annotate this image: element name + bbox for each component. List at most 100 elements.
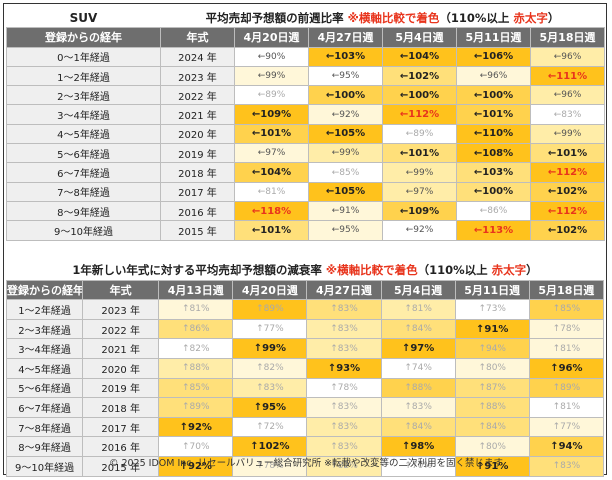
table-row: 2～3年経過 2022 年 ←89% ←100% ←100% ←100% ←96% [6,85,606,106]
model-year: 2015 年 [82,455,160,477]
value-cell: ↑78% [528,318,605,340]
model-year: 2022 年 [160,85,235,106]
model-year: 2021 年 [160,104,235,125]
value-cell: ↑83% [306,318,382,340]
value-cell: ↑80% [454,357,530,379]
table-row: 3～4年経過 2021 年 ↑82% ↑99% ↑83% ↑97% ↑94% ↑81% [5,338,605,359]
value-cell: ←105% [308,123,383,145]
table-row: 8～9年経過 2016 年 ←118% ←91% ←109% ←86% ←112% [6,200,606,222]
table-row: 1～2年経過 2023 年 ↑81% ↑89% ↑83% ↑81% ↑73% ↑85% [5,299,605,320]
model-year: 2020 年 [82,357,160,379]
age-label: 3～4年経過 [5,338,84,359]
column-header: 4月20日週 [232,279,308,301]
age-label: 9～10年経過 [6,220,161,241]
value-cell: ↑97% [380,338,456,359]
column-header: 4月20日週 [234,27,309,48]
copyright-footer: © 2025 IDOM Inc. リセールバリュー総合研究所 ※転載や改変等の二… [108,458,504,469]
value-cell: ↑83% [380,397,456,418]
column-header: 4月13日週 [158,279,234,301]
age-label: 5～6年経過 [6,143,161,164]
model-year: 2017 年 [160,181,235,202]
value-cell: ↑73% [454,299,530,320]
model-year: 2017 年 [82,416,160,438]
section2-header-row: 登録からの経年 年式 4月13日週 4月20日週 4月27日週 5月4日週 5月11日週 5月… [5,279,605,301]
value-cell: ↑83% [306,299,382,320]
value-cell: ←81% [234,181,309,202]
section1-caption: 平均売却予想額の前週比率 ※横軸比較で着色（110%以上 赤太字） [205,11,560,26]
age-label: 6～7年経過 [5,397,84,418]
age-label: 2～3年経過 [5,318,84,340]
value-cell: ←101% [382,143,457,164]
value-cell: ↑83% [232,377,308,399]
value-cell: ←96% [529,85,606,106]
column-header: 5月4日週 [382,27,457,48]
value-cell: ↑96% [528,357,605,379]
model-year: 2021 年 [82,338,160,359]
age-label: 9～10年経過 [5,455,84,477]
column-header: 登録からの経年 [6,27,161,48]
column-header: 5月11日週 [454,279,530,301]
column-header: 4月27日週 [306,279,382,301]
value-cell: ↑89% [232,299,308,320]
value-cell: ←86% [456,200,531,222]
value-cell: ←118% [234,200,309,222]
value-cell: ↑92% [158,455,234,477]
age-label: 5～6年経過 [5,377,84,399]
model-year: 2015 年 [160,220,235,241]
model-year: 2023 年 [160,65,235,87]
value-cell: ←106% [456,46,531,67]
value-cell: ←102% [529,181,606,202]
value-cell: ↑99% [232,338,308,359]
age-label: 3～4年経過 [6,104,161,125]
model-year: 2020 年 [160,123,235,145]
value-cell: ←112% [382,104,457,125]
age-label: 7～8年経過 [6,181,161,202]
value-cell: ↑80% [454,436,530,457]
weekly-ratio-table: SUV 平均売却予想額の前週比率 ※横軸比較で着色（110%以上 赤太字） 登録… [6,9,606,241]
value-cell: ←95% [308,220,383,241]
value-cell: ←90% [234,46,309,67]
value-cell: ←100% [456,85,531,106]
value-cell: ←95% [308,65,383,87]
table-row: 3～4年経過 2021 年 ←109% ←92% ←112% ←101% ←83% [6,104,606,125]
model-year: 2016 年 [160,200,235,222]
model-year: 2019 年 [82,377,160,399]
value-cell: ↑88% [158,357,234,379]
table-row: 6～7年経過 2018 年 ↑89% ↑95% ↑83% ↑83% ↑88% ↑81% [5,397,605,418]
table-row: 9～10年経過 2015 年 ←101% ←95% ←92% ←113% ←102% [6,220,606,241]
value-cell: ↑81% [158,299,234,320]
model-year: 2018 年 [160,162,235,183]
value-cell: ↑77% [528,416,605,438]
age-label: 8～9年経過 [5,436,84,457]
value-cell: ↑77% [232,318,308,340]
value-cell: ←97% [234,143,309,164]
value-cell: ↑81% [528,397,605,418]
value-cell: ←105% [308,181,383,202]
value-cell: ↑87% [454,377,530,399]
value-cell: ↑85% [158,377,234,399]
value-cell: ←109% [234,104,309,125]
model-year: 2024 年 [160,46,235,67]
value-cell: ←104% [234,162,309,183]
value-cell: ←112% [529,162,606,183]
value-cell: ←112% [529,200,606,222]
value-cell: ↑83% [528,455,605,477]
value-cell: ↑81% [528,338,605,359]
value-cell: ←91% [308,200,383,222]
value-cell: ↑88% [454,397,530,418]
value-cell: ←89% [382,123,457,145]
value-cell: ←103% [456,162,531,183]
value-cell: ↑82% [158,338,234,359]
value-cell: ←99% [529,123,606,145]
column-header: 5月11日週 [456,27,531,48]
column-header: 登録からの経年 [5,279,84,301]
value-cell: ↑85% [528,299,605,320]
value-cell: ↑70% [158,436,234,457]
value-cell: ←113% [456,220,531,241]
value-cell: ↑94% [528,436,605,457]
value-cell: ↑102% [232,436,308,457]
value-cell: ←83% [529,104,606,125]
value-cell: ←96% [529,46,606,67]
value-cell: ↑88% [380,377,456,399]
value-cell: ↑91% [454,318,530,340]
